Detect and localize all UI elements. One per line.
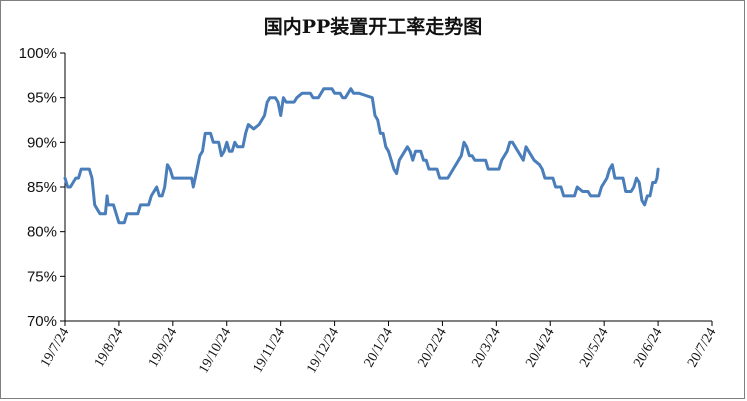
y-tick-labels: 70% 75% 80% 85% 90% 95% 100% [19, 45, 57, 330]
x-tick-label: 20/2/24 [415, 326, 449, 371]
x-tick-label: 19/12/24 [304, 326, 342, 377]
y-tick-label: 80% [27, 224, 57, 241]
x-tick-label: 19/10/24 [196, 326, 234, 377]
y-tick-label: 95% [27, 90, 57, 107]
y-tick-label: 70% [27, 313, 57, 330]
x-tick-label: 20/6/24 [631, 326, 665, 371]
series-group [63, 87, 660, 225]
chart-title: 国内PP装置开工率走势图 [264, 15, 483, 38]
x-tick-label: 20/7/24 [685, 326, 719, 371]
y-tick-label: 75% [27, 268, 57, 285]
x-tick-label: 19/8/24 [92, 326, 126, 371]
y-tick-label: 85% [27, 179, 57, 196]
y-tick-label: 90% [27, 134, 57, 151]
x-tick-label: 19/9/24 [146, 326, 180, 371]
x-tick-label: 19/7/24 [38, 326, 72, 371]
x-tick-label: 20/4/24 [523, 326, 557, 371]
x-tick-label: 20/5/24 [577, 326, 611, 371]
x-tick-labels: 19/7/24 19/8/24 19/9/24 19/10/24 19/11/24 19/… [38, 326, 719, 377]
x-tick-label: 19/11/24 [251, 326, 289, 376]
chart-axes [60, 52, 713, 326]
x-tick-label: 20/1/24 [362, 326, 396, 371]
series-line [63, 87, 660, 225]
x-tick-label: 20/3/24 [469, 326, 503, 371]
y-tick-label: 100% [19, 45, 57, 62]
